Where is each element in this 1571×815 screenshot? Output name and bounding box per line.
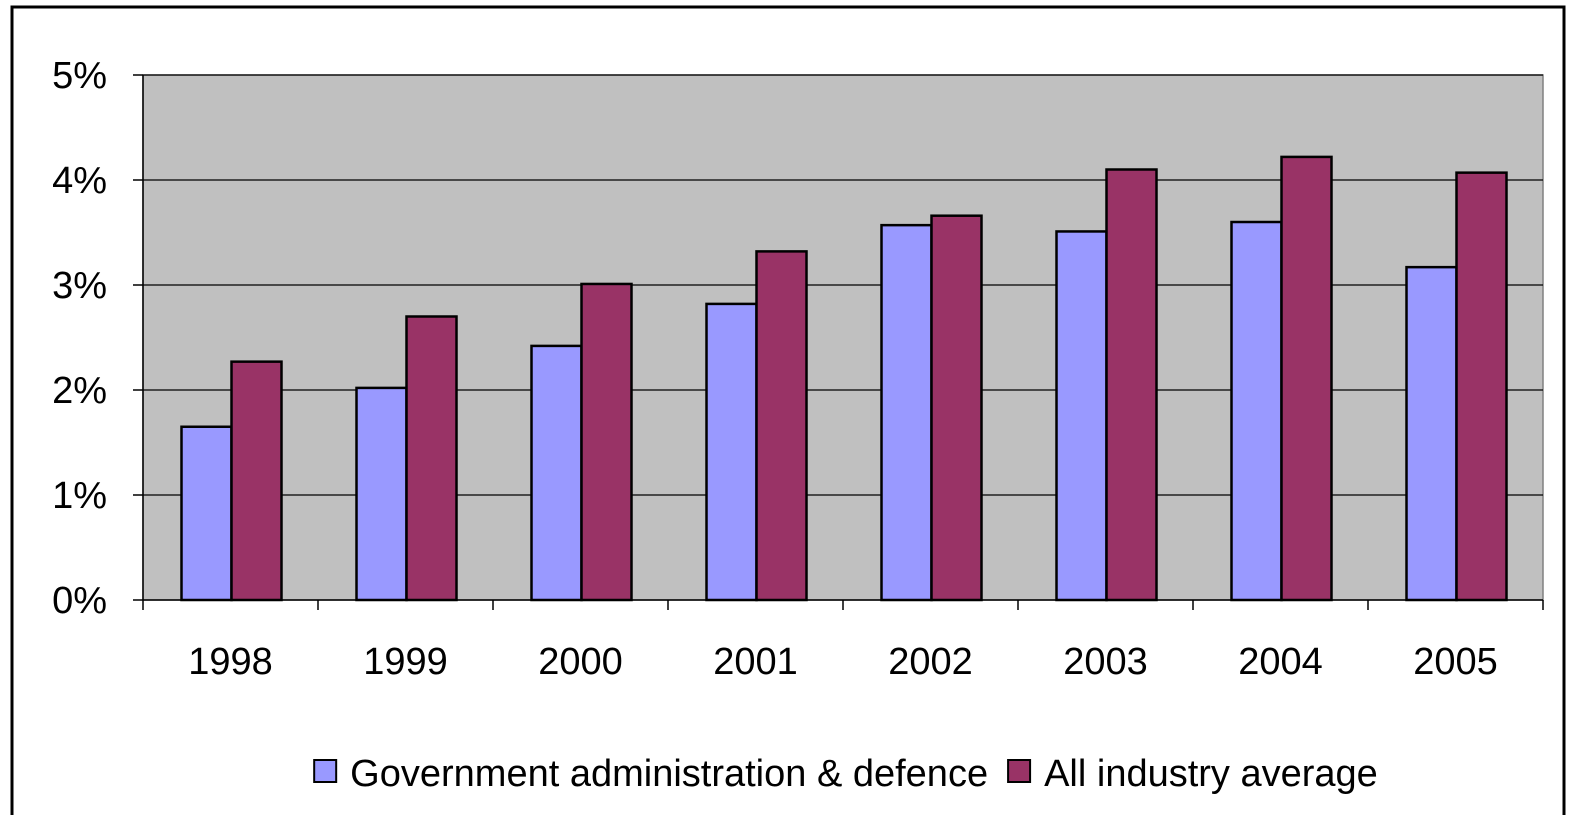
bar [355, 386, 408, 602]
bar [1455, 171, 1508, 602]
bar [1405, 265, 1458, 602]
x-tick-label: 2002 [888, 641, 973, 683]
bar [405, 315, 458, 602]
y-tick-label: 4% [52, 160, 107, 202]
bar [1105, 168, 1158, 602]
y-axis-ticks: 0% 1% 2% 3% 4% 5% [52, 55, 143, 622]
legend-swatch [1007, 759, 1032, 783]
x-axis-ticks: 1998 1999 2000 2001 2002 2003 2004 2005 [142, 600, 1544, 683]
bar [1280, 155, 1333, 602]
legend-label: Government administration & defence [350, 753, 988, 795]
chart-frame [10, 5, 1566, 815]
y-tick-label: 5% [52, 55, 107, 97]
bar [755, 250, 808, 602]
legend: Government administration & defence All i… [313, 753, 1378, 795]
x-tick-label: 2003 [1063, 641, 1148, 683]
y-tick-label: 0% [52, 580, 107, 622]
bar [580, 282, 633, 602]
y-tick-label: 2% [52, 370, 107, 412]
bar [1230, 220, 1283, 602]
y-tick-label: 1% [52, 475, 107, 517]
y-tick-label: 3% [52, 265, 107, 307]
bar [230, 360, 283, 602]
legend-item: Government administration & defence [313, 753, 988, 795]
bar [530, 344, 583, 602]
x-tick-label: 2001 [713, 641, 798, 683]
bars [180, 155, 1508, 602]
plot-area [142, 74, 1544, 601]
x-tick-label: 2004 [1238, 641, 1323, 683]
x-tick-label: 1999 [363, 641, 448, 683]
bar [705, 302, 758, 602]
bar [880, 223, 933, 602]
legend-item: All industry average [1007, 753, 1378, 795]
bar [930, 214, 983, 602]
x-tick-label: 2005 [1413, 641, 1498, 683]
x-tick-label: 2000 [538, 641, 623, 683]
x-tick-label: 1998 [188, 641, 273, 683]
legend-label: All industry average [1044, 753, 1378, 795]
bar [1055, 230, 1108, 602]
legend-swatch [313, 759, 338, 783]
bar [180, 425, 233, 602]
